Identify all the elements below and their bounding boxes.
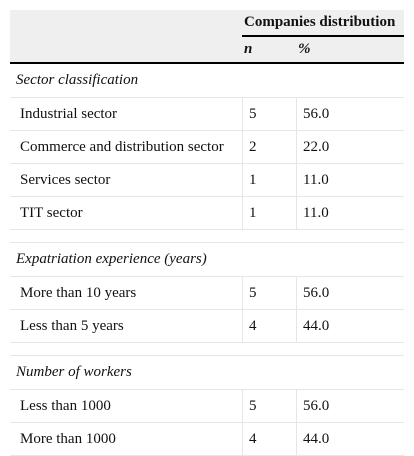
row-percent: 11.0 (296, 197, 404, 230)
row-label: Industrial sector (10, 98, 242, 131)
row-percent: 44.0 (296, 310, 404, 343)
table-row: Industrial sector 5 56.0 (10, 98, 404, 131)
row-label: Less than 1000 (10, 390, 242, 423)
section-title: Expatriation experience (years) (10, 243, 404, 277)
group-header: Companies distribution (242, 10, 404, 37)
header-row-group: Companies distribution (10, 10, 404, 37)
header-empty-cell (10, 37, 242, 64)
table-row: TIT sector 1 11.0 (10, 197, 404, 230)
table-row: Commerce and distribution sector 2 22.0 (10, 131, 404, 164)
row-label: TIT sector (10, 197, 242, 230)
table-row: More than 10 years 5 56.0 (10, 277, 404, 310)
row-percent: 56.0 (296, 98, 404, 131)
row-n: 5 (242, 390, 296, 423)
header-empty-cell (10, 10, 242, 37)
row-percent: 11.0 (296, 164, 404, 197)
section-row: Sector classification (10, 64, 404, 98)
row-n: 5 (242, 98, 296, 131)
row-label: More than 1000 (10, 423, 242, 456)
column-header-percent: % (296, 37, 404, 64)
row-label: Less than 5 years (10, 310, 242, 343)
row-n: 1 (242, 197, 296, 230)
row-n: 1 (242, 164, 296, 197)
column-header-n: n (242, 37, 296, 64)
table-row: Services sector 1 11.0 (10, 164, 404, 197)
row-n: 4 (242, 310, 296, 343)
row-label: Commerce and distribution sector (10, 131, 242, 164)
table-row: More than 1000 4 44.0 (10, 423, 404, 456)
section-row: Number of workers (10, 356, 404, 390)
table-row: Less than 1000 5 56.0 (10, 390, 404, 423)
row-percent: 44.0 (296, 423, 404, 456)
row-n: 5 (242, 277, 296, 310)
header-row-columns: n % (10, 37, 404, 64)
row-percent: 56.0 (296, 390, 404, 423)
table-row: Less than 5 years 4 44.0 (10, 310, 404, 343)
row-percent: 56.0 (296, 277, 404, 310)
section-row: Expatriation experience (years) (10, 243, 404, 277)
row-label: More than 10 years (10, 277, 242, 310)
companies-distribution-table: Companies distribution n % Sector classi… (10, 10, 404, 456)
row-n: 2 (242, 131, 296, 164)
section-title: Sector classification (10, 64, 404, 98)
row-n: 4 (242, 423, 296, 456)
row-label: Services sector (10, 164, 242, 197)
spacer-row (10, 343, 404, 356)
row-percent: 22.0 (296, 131, 404, 164)
spacer-row (10, 230, 404, 243)
section-title: Number of workers (10, 356, 404, 390)
